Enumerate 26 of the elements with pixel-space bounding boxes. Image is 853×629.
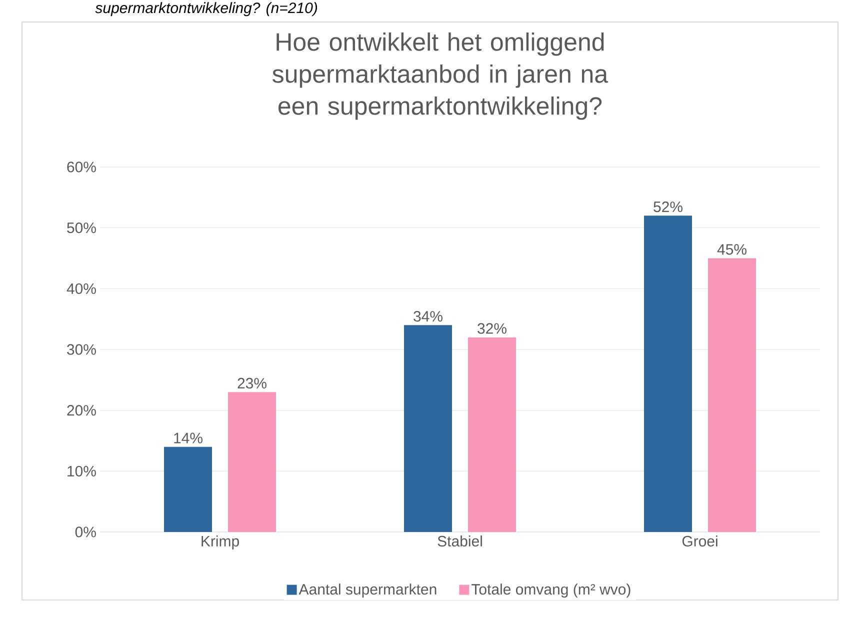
data-label: 32% <box>478 323 506 334</box>
y-tick-label: 50% <box>67 222 96 234</box>
x-tick-label: Groei <box>682 536 718 547</box>
x-tick-label: Krimp <box>202 536 239 550</box>
bar <box>468 337 516 532</box>
data-label: 34% <box>414 311 442 322</box>
data-label: 14% <box>174 432 202 444</box>
chart-title: Hoe ontwikkelt het omliggend supermarktaanbod in jaren na een supermarktontwikkeling? <box>272 32 608 120</box>
text: supermarktontwikkeling? (n=210) <box>95 2 318 16</box>
bar <box>644 216 692 532</box>
data-label: 23% <box>238 378 266 389</box>
y-tick-label: 30% <box>67 344 96 355</box>
bar <box>708 258 756 532</box>
y-tick-label: 60% <box>67 162 96 172</box>
data-label: 45% <box>717 244 746 255</box>
data-label: 52% <box>654 202 682 212</box>
legend-label: Totale omvang (m² wvo) <box>472 584 630 598</box>
legend-label: Aantal supermarkten <box>298 584 436 598</box>
y-tick-label: 0% <box>75 526 96 538</box>
bar <box>228 392 276 532</box>
bar <box>164 446 212 532</box>
x-tick-label: Stabiel <box>438 536 482 547</box>
y-tick-label: 40% <box>66 283 96 294</box>
y-tick-label: 20% <box>67 405 96 416</box>
bar <box>404 325 452 532</box>
y-tick-label: 10% <box>68 466 96 476</box>
